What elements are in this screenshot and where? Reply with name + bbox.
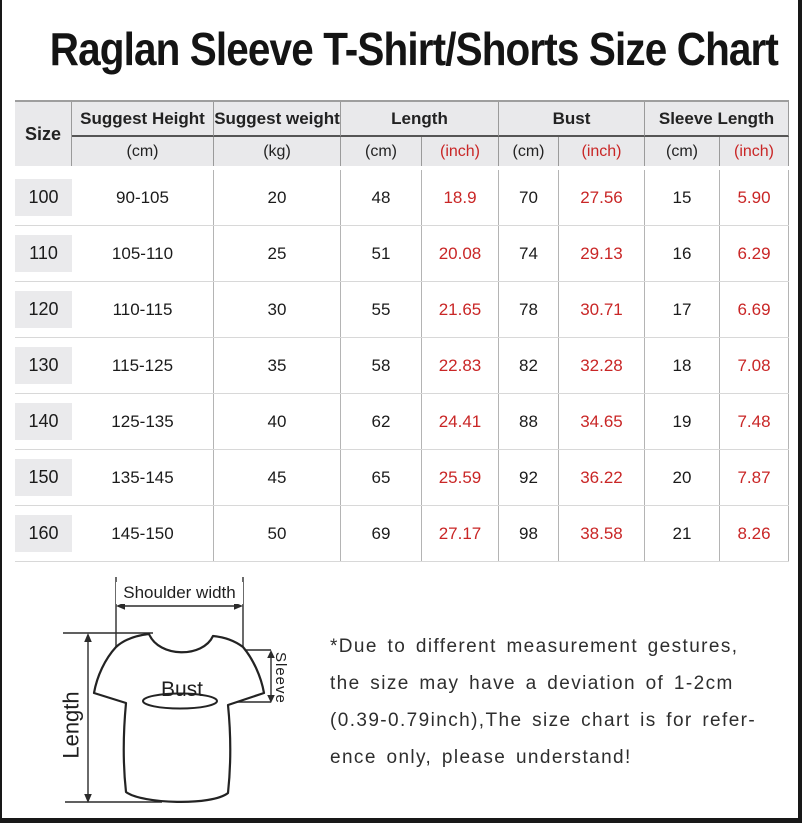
sleeve-cm-value: 21 <box>644 506 719 561</box>
measurement-note: *Due to different measurement gestures, … <box>330 628 796 776</box>
sleeve-inch-value: 7.08 <box>719 338 789 393</box>
size-value: 130 <box>15 347 72 384</box>
note-line: (0.39-0.79inch),The size chart is for re… <box>330 710 757 731</box>
size-value: 160 <box>15 515 72 552</box>
tshirt-measurement-diagram <box>63 577 275 803</box>
bust-inch-value: 34.65 <box>558 394 644 449</box>
table-row: 100 90-105 20 48 18.9 70 27.56 15 5.90 <box>15 170 789 226</box>
sleeve-cm-value: 18 <box>644 338 719 393</box>
bust-inch-value: 36.22 <box>558 450 644 505</box>
sleeve-inch-value: 7.87 <box>719 450 789 505</box>
size-table-body: 100 90-105 20 48 18.9 70 27.56 15 5.90 1… <box>15 170 789 562</box>
header-bust: Bust <box>498 102 644 137</box>
suggest-height-value: 110-115 <box>112 299 173 319</box>
length-inch-value: 20.08 <box>421 226 498 281</box>
sleeve-cm-value: 19 <box>644 394 719 449</box>
sleeve-cm-value: 15 <box>644 170 719 225</box>
unit-height-cm: (cm) <box>126 142 159 160</box>
table-row: 160 145-150 50 69 27.17 98 38.58 21 8.26 <box>15 506 789 562</box>
note-line: the size may have a deviation of 1-2cm <box>330 673 734 694</box>
bust-cm-value: 70 <box>498 170 558 225</box>
bust-cm-value: 82 <box>498 338 558 393</box>
suggest-weight-value: 45 <box>213 450 340 505</box>
unit-sleeve-cm: (cm) <box>644 137 719 166</box>
length-cm-value: 51 <box>340 226 421 281</box>
sleeve-cm-value: 16 <box>644 226 719 281</box>
table-row: 150 135-145 45 65 25.59 92 36.22 20 7.87 <box>15 450 789 506</box>
size-value: 110 <box>15 235 72 272</box>
sleeve-inch-value: 7.48 <box>719 394 789 449</box>
sleeve-inch-value: 6.69 <box>719 282 789 337</box>
length-inch-value: 27.17 <box>421 506 498 561</box>
bust-cm-value: 98 <box>498 506 558 561</box>
unit-weight-kg: (kg) <box>213 137 340 166</box>
table-row: 120 110-115 30 55 21.65 78 30.71 17 6.69 <box>15 282 789 338</box>
length-cm-value: 58 <box>340 338 421 393</box>
bust-label: Bust <box>160 678 204 701</box>
suggest-height-value: 125-135 <box>111 411 174 431</box>
size-value: 120 <box>15 291 72 328</box>
suggest-weight-value: 25 <box>213 226 340 281</box>
tshirt-outline <box>92 632 266 803</box>
suggest-weight-value: 20 <box>213 170 340 225</box>
sleeve-cm-value: 17 <box>644 282 719 337</box>
bust-cm-value: 74 <box>498 226 558 281</box>
bust-cm-value: 78 <box>498 282 558 337</box>
sleeve-label: Sleeve <box>272 652 289 704</box>
sleeve-inch-value: 5.90 <box>719 170 789 225</box>
length-inch-value: 24.41 <box>421 394 498 449</box>
header-suggest-weight: Suggest weight <box>213 102 340 137</box>
bust-inch-value: 32.28 <box>558 338 644 393</box>
size-table-header: Size Suggest Height Suggest weight Lengt… <box>15 100 789 166</box>
bust-cm-value: 92 <box>498 450 558 505</box>
unit-bust-inch: (inch) <box>558 137 644 166</box>
page-title: Raglan Sleeve T-Shirt/Shorts Size Chart <box>49 23 779 75</box>
table-row: 130 115-125 35 58 22.83 82 32.28 18 7.08 <box>15 338 789 394</box>
bust-cm-value: 88 <box>498 394 558 449</box>
length-inch-value: 25.59 <box>421 450 498 505</box>
size-value: 150 <box>15 459 72 496</box>
note-line: ence only, please understand! <box>330 747 632 768</box>
shoulder-width-label: Shoulder width <box>116 582 243 604</box>
header-suggest-height: Suggest Height <box>72 102 213 137</box>
header-size: Size <box>15 102 72 166</box>
length-cm-value: 48 <box>340 170 421 225</box>
bust-inch-value: 27.56 <box>558 170 644 225</box>
unit-bust-cm: (cm) <box>498 137 558 166</box>
suggest-height-value: 135-145 <box>111 467 174 487</box>
suggest-weight-value: 35 <box>213 338 340 393</box>
bust-inch-value: 30.71 <box>558 282 644 337</box>
bust-ellipse <box>142 692 218 710</box>
length-cm-value: 69 <box>340 506 421 561</box>
table-row: 110 105-110 25 51 20.08 74 29.13 16 6.29 <box>15 226 789 282</box>
suggest-height-value: 115-125 <box>111 355 174 375</box>
unit-length-cm: (cm) <box>340 137 421 166</box>
length-cm-value: 62 <box>340 394 421 449</box>
size-value: 140 <box>15 403 72 440</box>
sleeve-inch-value: 8.26 <box>719 506 789 561</box>
length-inch-value: 21.65 <box>421 282 498 337</box>
bust-inch-value: 38.58 <box>558 506 644 561</box>
length-cm-value: 65 <box>340 450 421 505</box>
unit-sleeve-inch: (inch) <box>719 137 789 166</box>
length-cm-value: 55 <box>340 282 421 337</box>
sleeve-cm-value: 20 <box>644 450 719 505</box>
suggest-height-value: 90-105 <box>116 187 169 207</box>
size-value: 100 <box>15 179 72 216</box>
header-length: Length <box>340 102 498 137</box>
length-inch-value: 22.83 <box>421 338 498 393</box>
length-inch-value: 18.9 <box>421 170 498 225</box>
bust-inch-value: 29.13 <box>558 226 644 281</box>
note-line: *Due to different measurement gestures, <box>330 636 739 657</box>
unit-length-inch: (inch) <box>421 137 498 166</box>
header-sleeve-length: Sleeve Length <box>644 102 789 137</box>
suggest-weight-value: 50 <box>213 506 340 561</box>
suggest-weight-value: 30 <box>213 282 340 337</box>
suggest-weight-value: 40 <box>213 394 340 449</box>
table-row: 140 125-135 40 62 24.41 88 34.65 19 7.48 <box>15 394 789 450</box>
length-label: Length <box>58 691 84 759</box>
suggest-height-value: 105-110 <box>111 243 174 263</box>
sleeve-inch-value: 6.29 <box>719 226 789 281</box>
suggest-height-value: 145-150 <box>111 523 174 543</box>
